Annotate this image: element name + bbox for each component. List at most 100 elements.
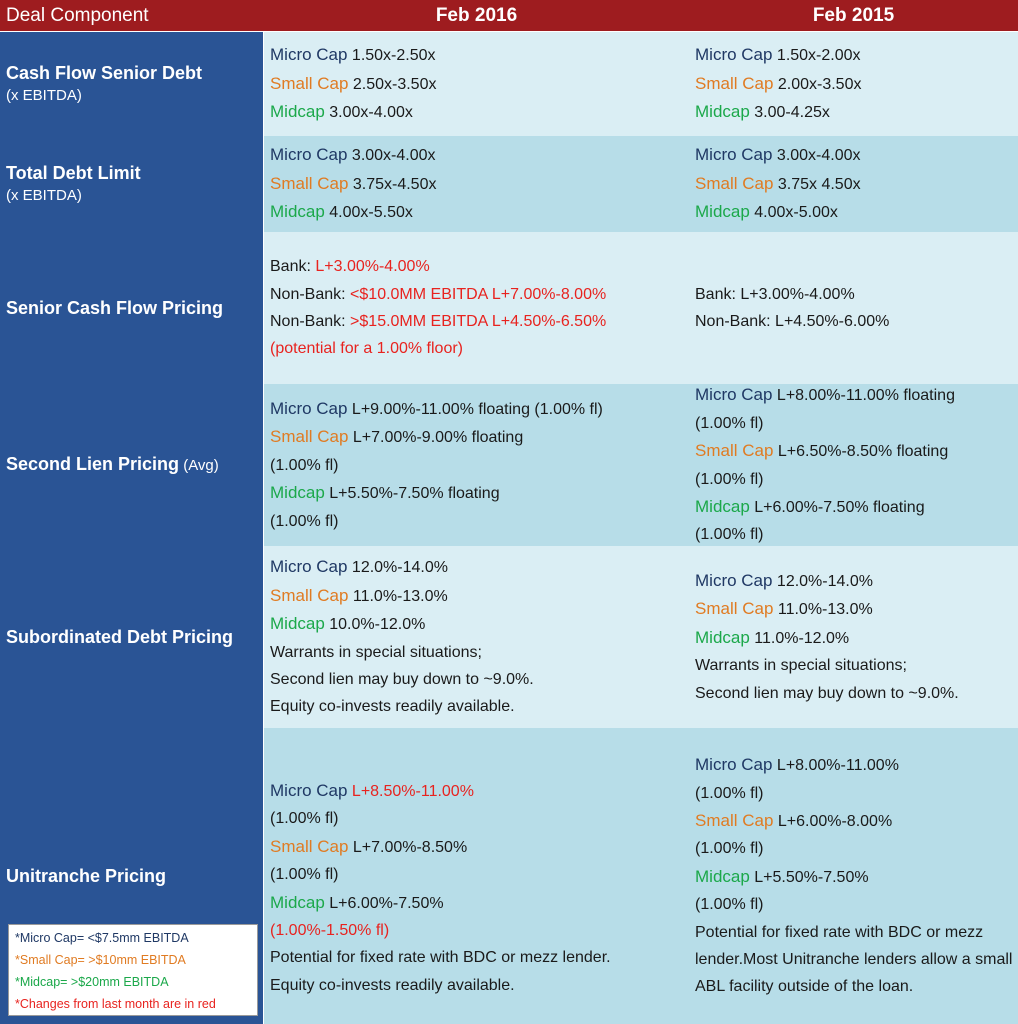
row-sublabel-text: (x EBITDA) bbox=[6, 187, 82, 204]
header-feb-2016: Feb 2016 bbox=[264, 0, 689, 32]
small-cap-label: Small Cap bbox=[270, 427, 349, 447]
micro-cap-value: 3.00x-4.00x bbox=[772, 147, 861, 165]
midcap-line: Midcap L+5.50%-7.50% bbox=[695, 863, 1014, 891]
non-bank-label: Non-Bank: bbox=[270, 285, 351, 303]
warrants-note: Warrants in special situations; bbox=[270, 643, 482, 661]
midcap-floor: (1.00% fl) bbox=[270, 512, 339, 530]
small-cap-value: 3.75x-4.50x bbox=[348, 175, 437, 193]
micro-cap-floor: (1.00% fl) bbox=[695, 784, 764, 802]
micro-cap-line: Micro Cap 3.00x-4.00x bbox=[695, 141, 1014, 169]
micro-cap-label: Micro Cap bbox=[695, 145, 773, 165]
midcap-label: Midcap bbox=[695, 102, 750, 122]
small-cap-label: Small Cap bbox=[695, 599, 774, 619]
micro-cap-line: Micro Cap 3.00x-4.00x bbox=[270, 141, 685, 169]
micro-cap-value: L+8.50%-11.00% bbox=[347, 782, 474, 800]
small-cap-value: L+7.00%-8.50% bbox=[348, 838, 468, 856]
row-label-text: Unitranche Pricing bbox=[6, 866, 167, 886]
micro-cap-line: Micro Cap L+8.50%-11.00% bbox=[270, 777, 685, 805]
bank-label: Bank: bbox=[270, 258, 316, 276]
non-bank-line: Non-Bank: >$15.0MM EBITDA L+4.50%-6.50% bbox=[270, 308, 685, 335]
micro-cap-line: Micro Cap 12.0%-14.0% bbox=[695, 567, 1014, 595]
small-cap-value: 2.50x-3.50x bbox=[348, 75, 437, 93]
midcap-label: Midcap bbox=[695, 866, 750, 886]
non-bank-line: Non-Bank: L+4.50%-6.00% bbox=[695, 313, 890, 330]
midcap-value: 3.00-4.25x bbox=[749, 104, 830, 122]
micro-cap-label: Micro Cap bbox=[270, 145, 348, 165]
second-lien-feb-2016: Micro Cap L+9.00%-11.00% floating (1.00%… bbox=[264, 384, 689, 546]
small-cap-floor: (1.00% fl) bbox=[270, 456, 339, 474]
small-cap-floor: (1.00% fl) bbox=[695, 840, 764, 858]
header-feb-2015: Feb 2015 bbox=[689, 0, 1018, 32]
midcap-value: L+5.50%-7.50% bbox=[749, 868, 869, 886]
row-label-text: Subordinated Debt Pricing bbox=[6, 627, 234, 647]
midcap-floor: (1.00% fl) bbox=[695, 896, 764, 914]
small-cap-label: Small Cap bbox=[270, 73, 349, 93]
legend-midcap: *Midcap= >$20mm EBITDA bbox=[15, 975, 169, 989]
row-label-total-debt-limit: Total Debt Limit (x EBITDA) bbox=[0, 136, 264, 232]
row-label-text: Cash Flow Senior Debt bbox=[6, 63, 203, 83]
midcap-line: Midcap 4.00x-5.00x bbox=[695, 198, 1014, 226]
row-label-text: Total Debt Limit bbox=[6, 163, 141, 183]
cash-flow-feb-2015: Micro Cap 1.50x-2.00x Small Cap 2.00x-3.… bbox=[689, 32, 1018, 136]
midcap-line: Midcap 3.00-4.25x bbox=[695, 98, 1014, 126]
midcap-value: 4.00x-5.50x bbox=[324, 204, 413, 222]
midcap-line: Midcap 4.00x-5.50x bbox=[270, 198, 685, 226]
micro-cap-label: Micro Cap bbox=[270, 557, 348, 577]
micro-cap-line: Micro Cap 1.50x-2.00x bbox=[695, 41, 1014, 69]
second-lien-feb-2015: Micro Cap L+8.00%-11.00% floating (1.00%… bbox=[689, 384, 1018, 546]
legend-small-cap: *Small Cap= >$10mm EBITDA bbox=[15, 953, 186, 967]
micro-cap-label: Micro Cap bbox=[270, 45, 348, 65]
small-cap-floor: (1.00% fl) bbox=[270, 866, 339, 884]
second-lien-note: Second lien may buy down to ~9.0%. bbox=[270, 670, 534, 688]
micro-cap-label: Micro Cap bbox=[270, 398, 348, 418]
row-label-second-lien-pricing: Second Lien Pricing (Avg) bbox=[0, 384, 264, 546]
midcap-line: Midcap L+6.00%-7.50% floating bbox=[695, 493, 1014, 521]
small-cap-line: Small Cap L+7.00%-9.00% floating bbox=[270, 423, 685, 451]
small-cap-value: L+6.50%-8.50% floating bbox=[773, 443, 949, 461]
floor-note: (potential for a 1.00% floor) bbox=[270, 340, 463, 358]
warrants-note: Warrants in special situations; bbox=[695, 657, 907, 675]
legend-changes-note: *Changes from last month are in red bbox=[15, 997, 216, 1011]
second-lien-note: Second lien may buy down to ~9.0%. bbox=[695, 684, 959, 702]
senior-cf-feb-2015: Bank: L+3.00%-4.00% Non-Bank: L+4.50%-6.… bbox=[689, 232, 1018, 384]
non-bank-label: Non-Bank: bbox=[270, 313, 351, 330]
row-label-text: Senior Cash Flow Pricing bbox=[6, 298, 224, 318]
non-bank-line: Non-Bank: <$10.0MM EBITDA L+7.00%-8.00% bbox=[270, 281, 685, 308]
midcap-line: Midcap L+6.00%-7.50% bbox=[270, 889, 685, 917]
midcap-value: L+6.00%-7.50% floating bbox=[749, 498, 925, 516]
midcap-label: Midcap bbox=[270, 892, 325, 912]
header-deal-component: Deal Component bbox=[0, 0, 264, 32]
senior-cf-feb-2016: Bank: L+3.00%-4.00% Non-Bank: <$10.0MM E… bbox=[264, 232, 689, 384]
midcap-floor: (1.00%-1.50% fl) bbox=[270, 921, 390, 939]
bank-value: L+3.00%-4.00% bbox=[315, 258, 430, 276]
non-bank-value: >$15.0MM EBITDA L+4.50%-6.50% bbox=[350, 313, 607, 330]
micro-cap-value: 3.00x-4.00x bbox=[347, 147, 436, 165]
micro-cap-value: L+8.00%-11.00% floating bbox=[772, 387, 955, 405]
total-debt-feb-2016: Micro Cap 3.00x-4.00x Small Cap 3.75x-4.… bbox=[264, 136, 689, 232]
midcap-line: Midcap 11.0%-12.0% bbox=[695, 624, 1014, 652]
small-cap-line: Small Cap 11.0%-13.0% bbox=[695, 595, 1014, 623]
small-cap-line: Small Cap 11.0%-13.0% bbox=[270, 582, 685, 610]
midcap-value: L+6.00%-7.50% bbox=[324, 894, 444, 912]
micro-cap-value: 12.0%-14.0% bbox=[772, 572, 873, 590]
small-cap-label: Small Cap bbox=[695, 441, 774, 461]
small-cap-value: L+6.00%-8.00% bbox=[773, 812, 893, 830]
micro-cap-floor: (1.00% fl) bbox=[270, 810, 339, 828]
midcap-line: Midcap 3.00x-4.00x bbox=[270, 98, 685, 126]
micro-cap-value: L+9.00%-11.00% floating (1.00% fl) bbox=[347, 400, 603, 418]
legend-micro-cap: *Micro Cap= <$7.5mm EBITDA bbox=[15, 931, 189, 945]
micro-cap-value: 1.50x-2.00x bbox=[772, 47, 861, 65]
micro-cap-label: Micro Cap bbox=[695, 385, 773, 405]
small-cap-value: 2.00x-3.50x bbox=[773, 75, 862, 93]
midcap-floor: (1.00% fl) bbox=[695, 526, 764, 544]
midcap-value: 11.0%-12.0% bbox=[749, 629, 850, 647]
small-cap-label: Small Cap bbox=[270, 585, 349, 605]
small-cap-line: Small Cap L+7.00%-8.50% bbox=[270, 833, 685, 861]
micro-cap-line: Micro Cap L+9.00%-11.00% floating (1.00%… bbox=[270, 395, 685, 423]
midcap-line: Midcap L+5.50%-7.50% floating bbox=[270, 479, 685, 507]
small-cap-value: 11.0%-13.0% bbox=[348, 587, 448, 605]
subordinated-feb-2015: Micro Cap 12.0%-14.0% Small Cap 11.0%-13… bbox=[689, 546, 1018, 728]
micro-cap-line: Micro Cap 1.50x-2.50x bbox=[270, 41, 685, 69]
small-cap-floor: (1.00% fl) bbox=[695, 470, 764, 488]
